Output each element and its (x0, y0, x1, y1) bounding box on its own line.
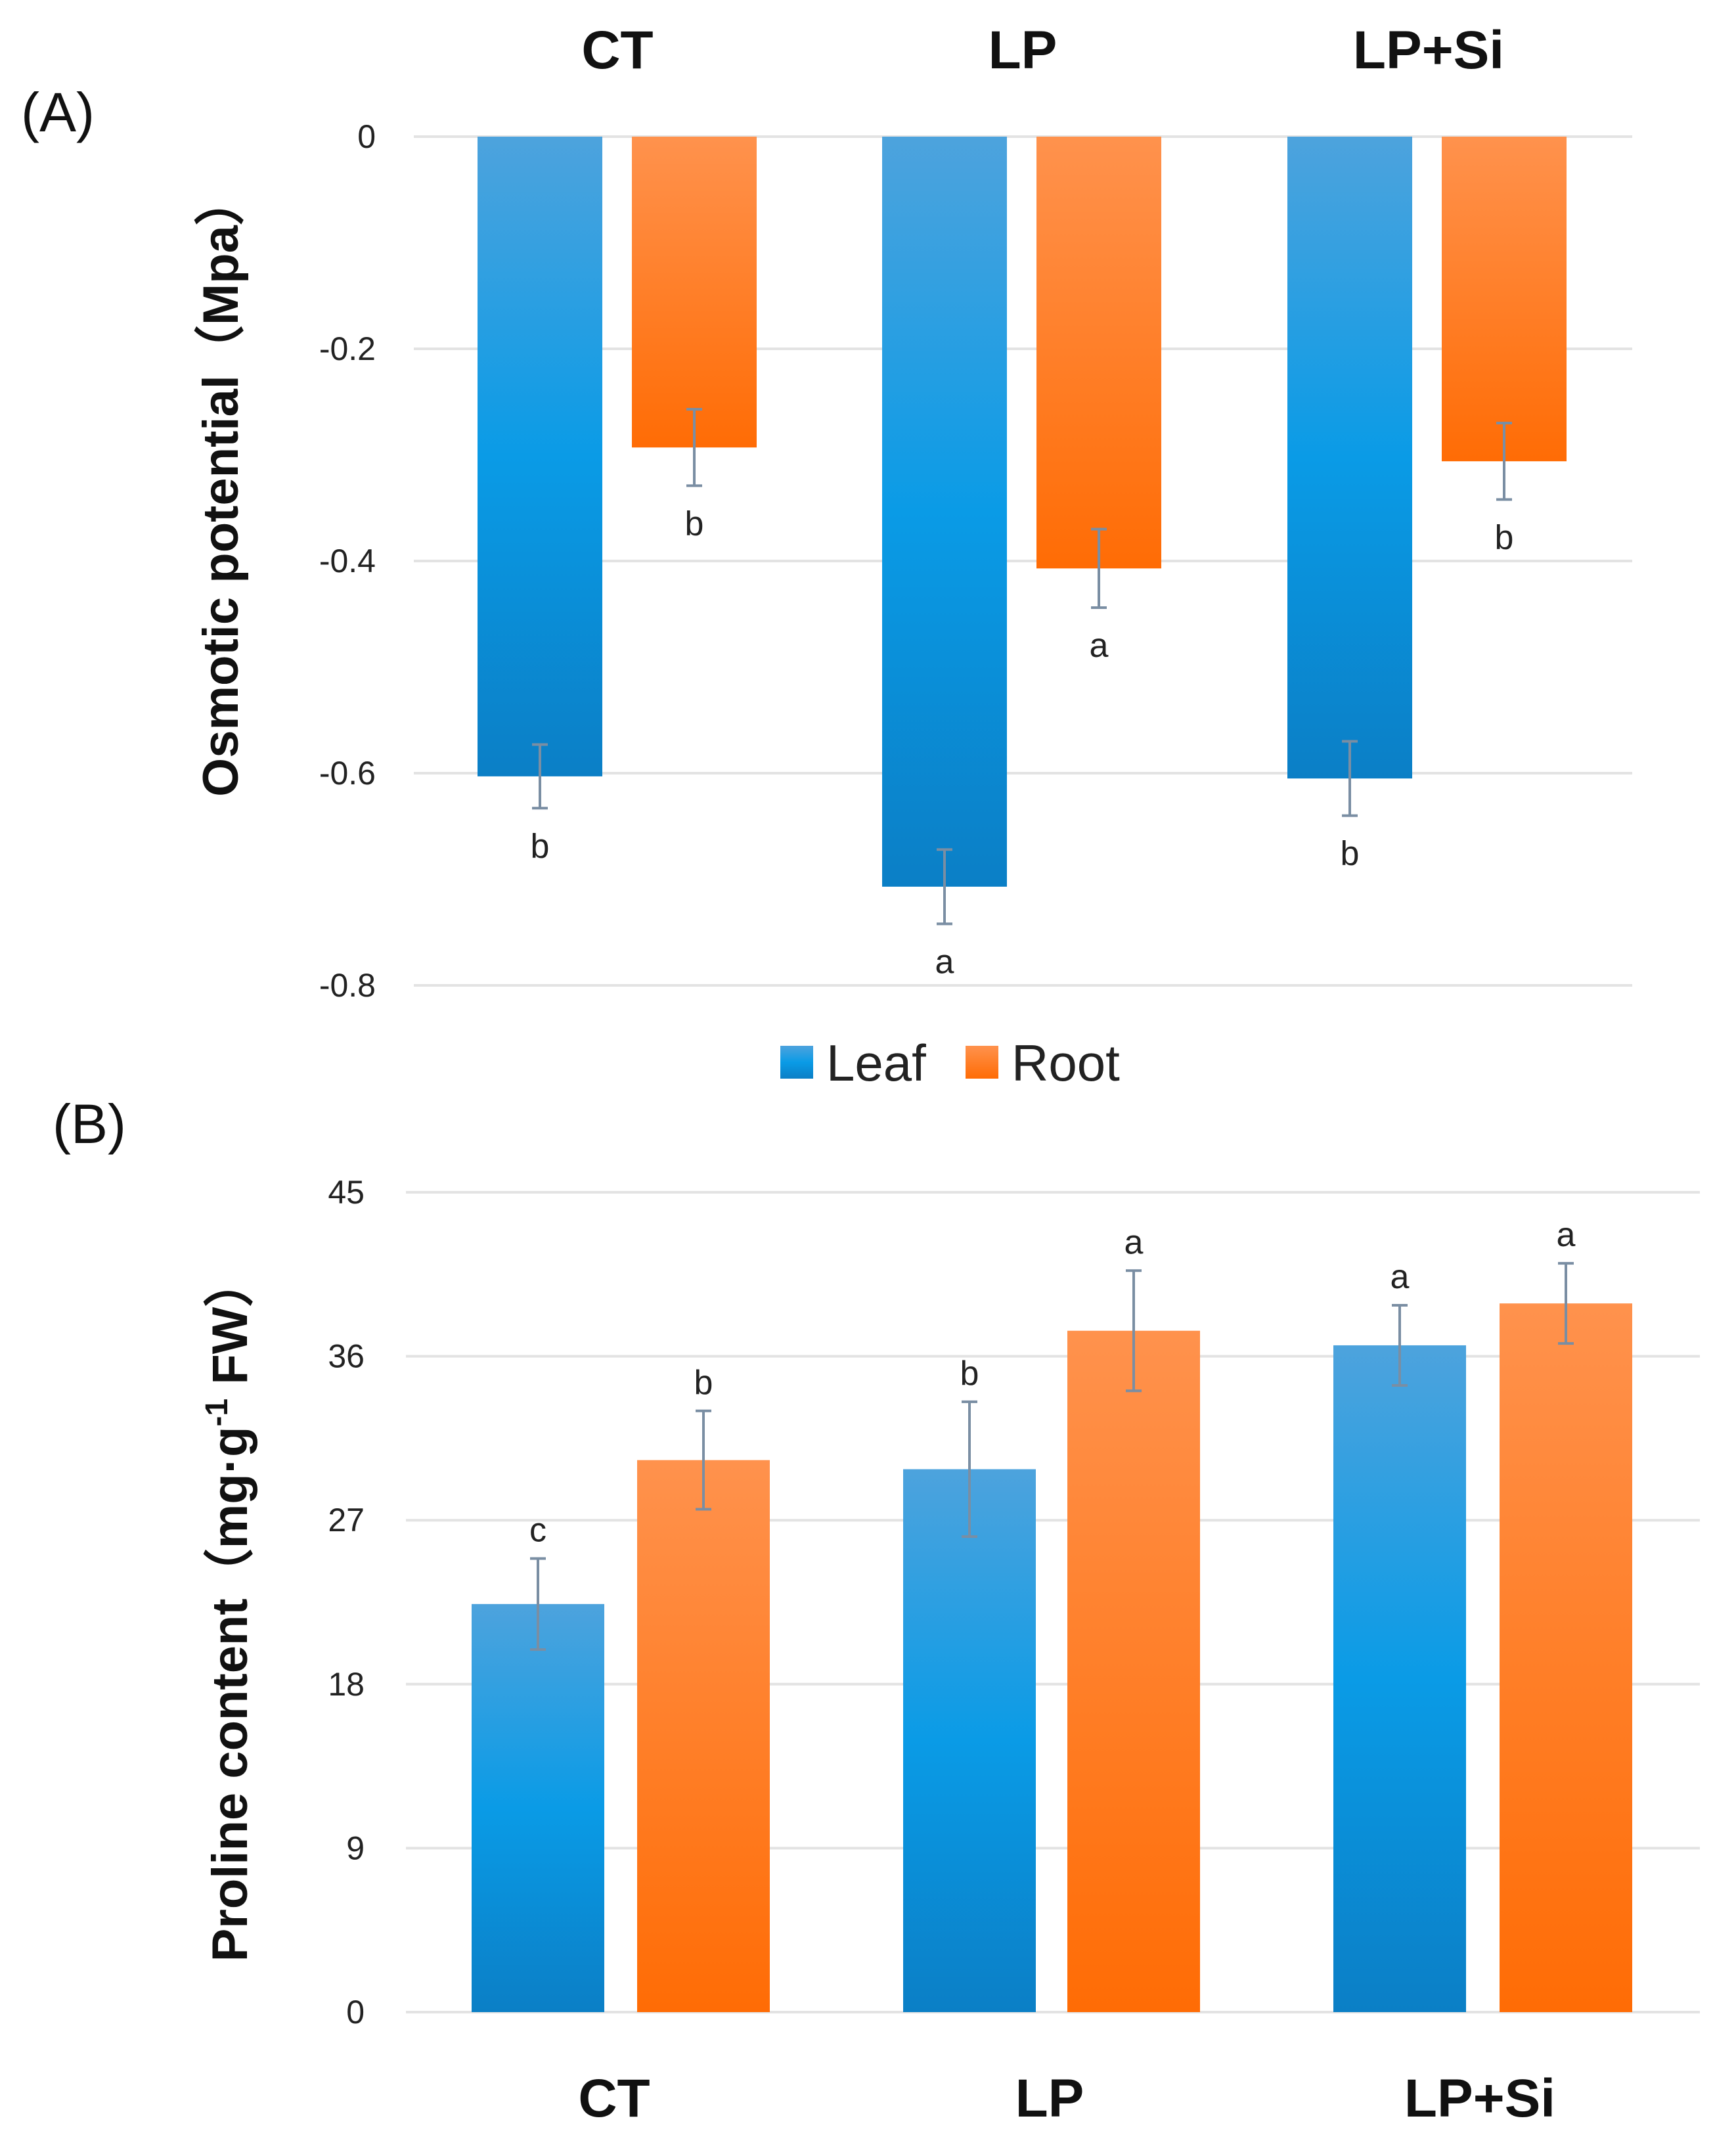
panel-a-y-tick-label: -0.8 (319, 967, 376, 1004)
panel-b-error-bar-leaf (962, 1400, 977, 1538)
panel-a-y-tick-label: 0 (357, 118, 376, 155)
panel-b-category-ct: CT (578, 2069, 650, 2128)
panel-b-y-tick-label: 18 (328, 1666, 365, 1703)
panel-b-proline-content-chart: (B) 45 36 27 18 9 0 c b a b a a Proline content（mg… (53, 1093, 1700, 2128)
panel-b-label: (B) (53, 1093, 126, 1155)
panel-b-y-tick-label: 0 (346, 1994, 365, 2031)
panel-a-category-lp: LP (989, 20, 1057, 80)
panel-b-error-bar-leaf (1392, 1303, 1408, 1387)
panel-b-bar-leaf (903, 1469, 1036, 2012)
panel-a-y-tick-label: -0.4 (319, 543, 376, 579)
panel-b-error-bar-root (1558, 1262, 1574, 1345)
panel-b-bar-leaf (472, 1604, 604, 2012)
panel-b-bar-root (1500, 1303, 1632, 2012)
panel-a-significance-letter-root: b (685, 505, 704, 543)
panel-b-category-lp-si: LP+Si (1404, 2069, 1555, 2128)
panel-a-label: (A) (21, 81, 95, 143)
panel-a-error-bar-root (686, 408, 702, 487)
panel-b-error-bar-root (696, 1409, 711, 1511)
panel-a-significance-letter-root: a (1090, 627, 1109, 665)
panel-a-category-ct: CT (581, 20, 653, 80)
panel-a-bar-root (632, 137, 757, 448)
panel-a-bar-leaf (882, 137, 1007, 887)
panel-b-significance-letter-leaf: b (960, 1355, 979, 1393)
panel-a-gridlines (414, 135, 1632, 987)
panel-a-significance-letter-leaf: a (935, 943, 954, 981)
panel-b-y-tick-label: 45 (328, 1174, 365, 1211)
panel-b-significance-letter-leaf: c (529, 1511, 546, 1549)
panel-b-y-tick-labels: 45 36 27 18 9 0 (328, 1174, 365, 2031)
panel-a-bar-root (1036, 137, 1161, 569)
panel-b-y-tick-label: 27 (328, 1502, 365, 1538)
panel-a-significance-letter-leaf: b (531, 827, 550, 865)
panel-a-significance-letter-leaf: b (1341, 835, 1360, 873)
legend-leaf-swatch (780, 1046, 813, 1079)
panel-b-significance-letter-root: b (694, 1364, 713, 1402)
panel-a-bar-leaf (1287, 137, 1412, 779)
legend-root-label: Root (1012, 1034, 1120, 1092)
panel-a-error-bar-leaf (1342, 740, 1358, 817)
panel-a-y-axis-title: Osmotic potential（Mpa） (193, 175, 249, 797)
panel-a-error-bar-leaf (937, 848, 952, 926)
panel-b-error-bar-leaf (530, 1557, 546, 1651)
panel-b-y-tick-label: 36 (328, 1338, 365, 1375)
panel-b-bar-root (1067, 1330, 1200, 2012)
panel-b-bar-root (637, 1460, 770, 2012)
panel-a-error-bar-leaf (532, 743, 548, 810)
panel-a-category-lp-si: LP+Si (1353, 20, 1504, 80)
panel-a-bar-root (1442, 137, 1567, 462)
panel-a-bars: b a b b a b (478, 137, 1567, 981)
panel-b-significance-letter-root: a (1124, 1223, 1144, 1261)
legend: Leaf Root (780, 1034, 1120, 1092)
legend-root-swatch (966, 1046, 998, 1079)
panel-b-y-axis-title-main: Proline content（mg·g (202, 1427, 258, 1962)
panel-b-error-bar-root (1126, 1269, 1142, 1393)
panel-b-bars: c b a b a a (472, 1216, 1632, 2012)
panel-a-y-tick-label: -0.2 (319, 330, 376, 367)
panel-a-error-bar-root (1091, 527, 1107, 610)
panel-a-significance-letter-root: b (1495, 518, 1514, 556)
panel-a-bar-leaf (478, 137, 602, 776)
panel-b-significance-letter-root: a (1557, 1216, 1576, 1254)
panel-b-category-lp: LP (1015, 2069, 1084, 2128)
panel-b-significance-letter-leaf: a (1391, 1258, 1410, 1296)
panel-b-y-axis-title-superscript: -1 (200, 1399, 234, 1427)
panel-b-gridlines (406, 1191, 1700, 2013)
panel-b-y-axis-title: Proline content（mg·g-1 FW） (200, 1257, 258, 1962)
panel-b-y-tick-label: 9 (346, 1829, 365, 1866)
panel-a-y-tick-labels: 0 -0.2 -0.4 -0.6 -0.8 (319, 118, 376, 1004)
panel-a-error-bar-root (1496, 422, 1512, 501)
panel-b-bar-leaf (1333, 1345, 1466, 2012)
panel-a-y-tick-label: -0.6 (319, 755, 376, 792)
panel-a-osmotic-potential-chart: (A) CT LP LP+Si 0-0.2-0.4-0.6-0.8 babbab… (21, 20, 1632, 1092)
legend-leaf-label: Leaf (826, 1034, 926, 1092)
panel-b-y-axis-title-end: FW） (202, 1257, 258, 1399)
